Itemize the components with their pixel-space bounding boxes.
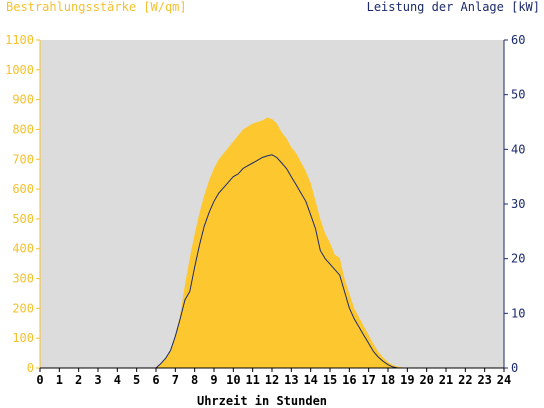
x-tick-label: 11 [245,373,259,387]
irradiance-area [40,117,504,368]
x-tick-label: 19 [400,373,414,387]
x-tick-label: 17 [361,373,375,387]
series-layer [40,117,504,369]
y-left-tick-label: 900 [12,93,34,107]
x-tick-label: 20 [419,373,433,387]
y-right-tick-label: 40 [511,142,525,156]
x-tick-label: 3 [94,373,101,387]
x-tick-label: 23 [477,373,491,387]
power-line [40,154,504,369]
y-left-tick-label: 500 [12,212,34,226]
y-right-tick-label: 20 [511,252,525,266]
x-axis-label: Uhrzeit in Stunden [197,394,327,408]
x-tick-label: 14 [303,373,317,387]
y-left-tick-label: 300 [12,272,34,286]
x-tick-label: 24 [497,373,511,387]
y-left-tick-label: 200 [12,301,34,315]
y-right-tick-label: 10 [511,306,525,320]
y-left-tick-label: 1100 [5,33,34,47]
y-left-tick-label: 800 [12,122,34,136]
x-tick-label: 8 [191,373,198,387]
x-tick-label: 10 [226,373,240,387]
y-left-tick-label: 1000 [5,63,34,77]
x-tick-label: 0 [36,373,43,387]
x-tick-label: 16 [342,373,356,387]
y-left-tick-label: 600 [12,182,34,196]
y-left-tick-label: 100 [12,331,34,345]
x-tick-label: 18 [381,373,395,387]
y-left-tick-label: 700 [12,152,34,166]
x-tick-label: 12 [265,373,279,387]
x-tick-label: 13 [284,373,298,387]
y-right-tick-label: 0 [511,361,518,375]
y-right-tick-label: 60 [511,33,525,47]
x-tick-label: 15 [323,373,337,387]
x-tick-label: 9 [210,373,217,387]
x-tick-label: 4 [114,373,121,387]
right-axis-title: Leistung der Anlage [kW] [367,0,540,14]
x-tick-label: 5 [133,373,140,387]
y-left-tick-label: 0 [27,361,34,375]
x-tick-label: 7 [172,373,179,387]
x-tick-label: 2 [75,373,82,387]
axis-layer: 0100200300400500600700800900100011000102… [5,33,525,387]
x-tick-label: 21 [439,373,453,387]
y-right-tick-label: 50 [511,88,525,102]
y-right-tick-label: 30 [511,197,525,211]
x-tick-label: 6 [152,373,159,387]
x-tick-label: 1 [56,373,63,387]
y-left-tick-label: 400 [12,242,34,256]
left-axis-title: Bestrahlungsstärke [W/qm] [6,0,187,14]
x-tick-label: 22 [458,373,472,387]
